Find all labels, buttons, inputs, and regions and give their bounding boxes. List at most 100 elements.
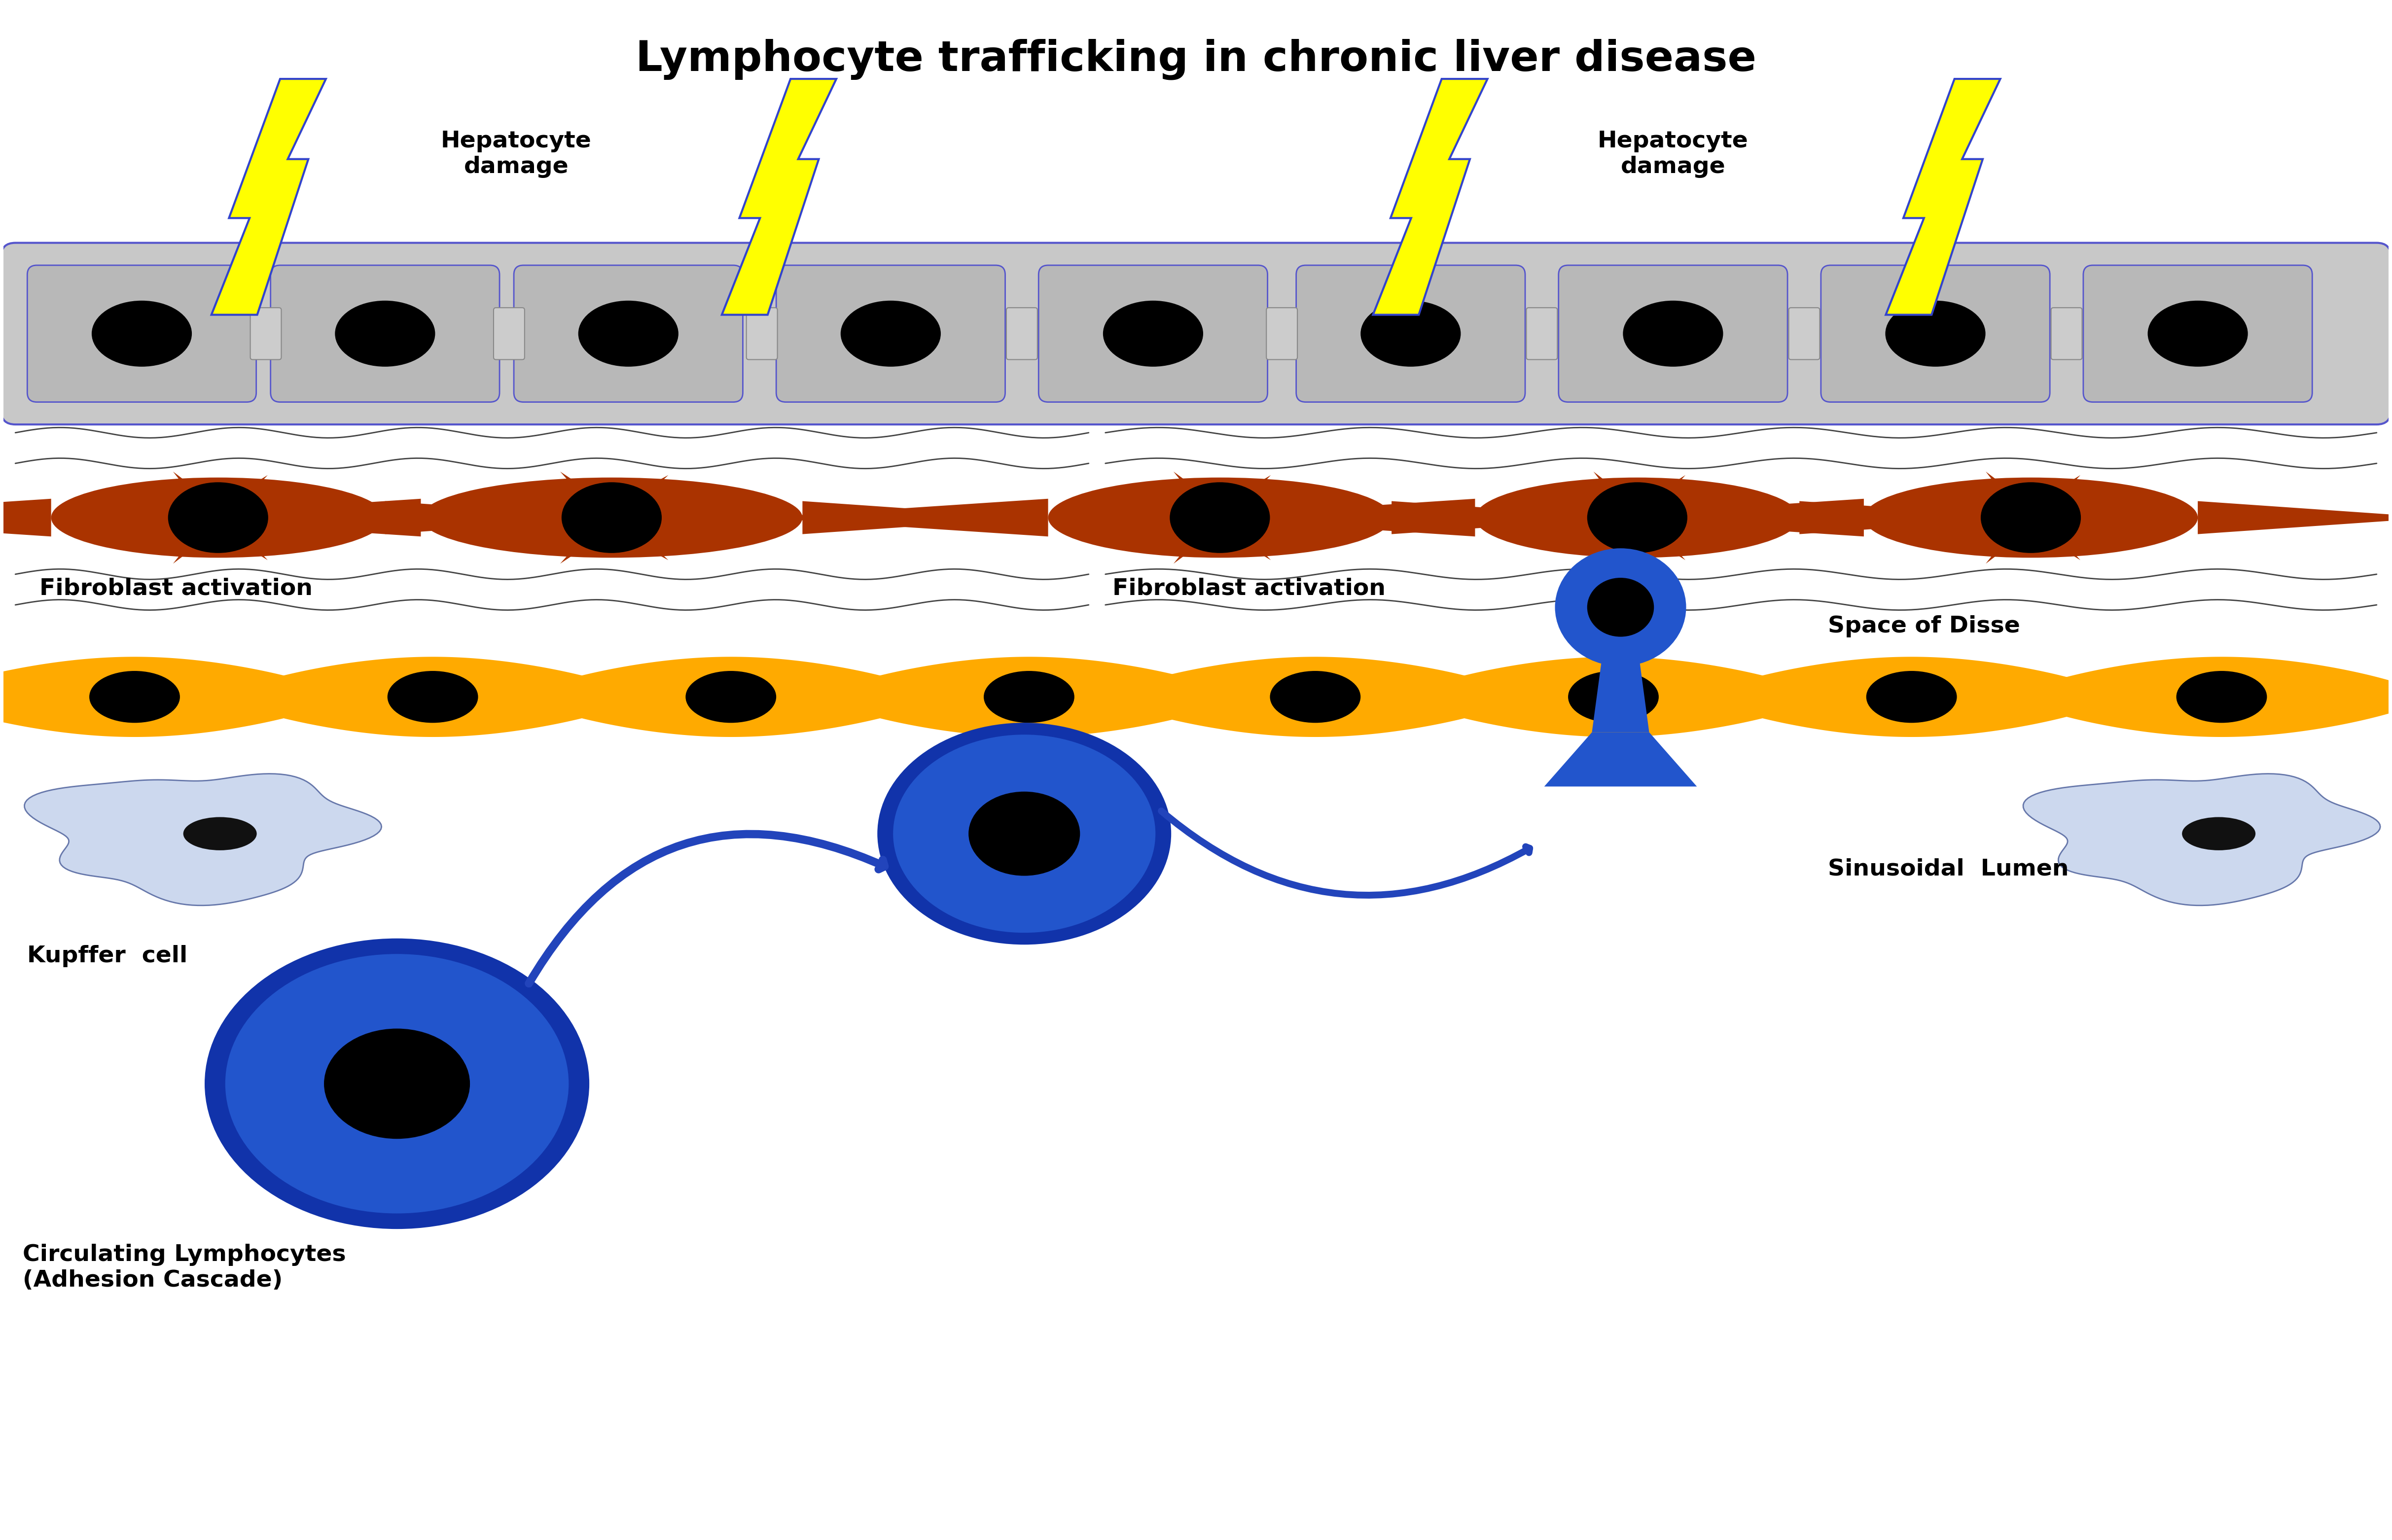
Ellipse shape [983,671,1074,722]
Text: Space of Disse: Space of Disse [1827,614,2021,638]
Ellipse shape [1588,482,1686,553]
Ellipse shape [388,671,478,722]
Ellipse shape [1588,578,1653,636]
Polygon shape [134,499,421,536]
FancyBboxPatch shape [26,265,256,402]
Polygon shape [1404,656,1823,738]
Polygon shape [801,501,1041,534]
Polygon shape [1373,79,1488,314]
Ellipse shape [1361,300,1462,367]
Polygon shape [172,471,218,530]
Ellipse shape [969,792,1081,876]
Ellipse shape [91,300,191,367]
Polygon shape [820,656,1239,738]
Polygon shape [0,499,50,536]
Polygon shape [2031,505,2081,561]
Polygon shape [560,505,612,564]
FancyBboxPatch shape [1526,308,1557,359]
Ellipse shape [1048,477,1392,557]
FancyBboxPatch shape [514,265,744,402]
Ellipse shape [225,953,569,1214]
Polygon shape [172,505,218,564]
Ellipse shape [562,482,663,553]
Ellipse shape [687,671,777,722]
Ellipse shape [1270,671,1361,722]
Text: Circulating Lymphocytes
(Adhesion Cascade): Circulating Lymphocytes (Adhesion Cascad… [22,1244,347,1292]
Polygon shape [1985,471,2031,530]
Polygon shape [612,505,667,561]
Polygon shape [2012,656,2392,738]
Polygon shape [1593,662,1648,732]
Polygon shape [1985,505,2031,564]
Ellipse shape [1170,482,1270,553]
Polygon shape [1636,474,1686,530]
Ellipse shape [1863,477,2198,557]
Ellipse shape [323,1029,469,1140]
Text: Hepatocyte
damage: Hepatocyte damage [440,131,591,179]
FancyBboxPatch shape [1265,308,1296,359]
FancyBboxPatch shape [1820,265,2050,402]
Ellipse shape [1866,671,1957,722]
Text: Fibroblast activation: Fibroblast activation [1112,578,1385,599]
Polygon shape [222,656,643,738]
FancyBboxPatch shape [1038,265,1268,402]
Ellipse shape [206,938,588,1229]
Polygon shape [1885,79,2000,314]
FancyBboxPatch shape [777,265,1005,402]
Polygon shape [763,499,1048,536]
Polygon shape [24,773,380,906]
FancyBboxPatch shape [2050,308,2081,359]
FancyBboxPatch shape [270,265,500,402]
Polygon shape [2024,773,2380,906]
Ellipse shape [167,482,268,553]
Text: Kupffer  cell: Kupffer cell [26,946,187,967]
Polygon shape [1545,732,1696,787]
Polygon shape [218,505,268,561]
Polygon shape [2031,474,2081,530]
Ellipse shape [421,477,801,557]
Polygon shape [1105,656,1526,738]
FancyArrowPatch shape [529,835,885,984]
Ellipse shape [1981,482,2081,553]
Text: Sinusoidal  Lumen: Sinusoidal Lumen [1827,858,2069,881]
Polygon shape [0,656,344,738]
Polygon shape [521,656,940,738]
FancyBboxPatch shape [1296,265,1526,402]
Polygon shape [2198,501,2392,534]
Ellipse shape [1476,477,1799,557]
Ellipse shape [335,300,435,367]
FancyBboxPatch shape [2083,265,2313,402]
Polygon shape [218,474,268,530]
Ellipse shape [1103,300,1203,367]
Polygon shape [1189,499,1476,536]
Polygon shape [1220,474,1270,530]
Ellipse shape [89,671,179,722]
Polygon shape [1220,505,1270,561]
FancyBboxPatch shape [493,308,524,359]
Polygon shape [1174,505,1220,564]
FancyArrowPatch shape [1160,812,1528,895]
Ellipse shape [50,477,385,557]
Polygon shape [385,501,624,534]
Polygon shape [210,79,325,314]
Ellipse shape [2177,671,2268,722]
Ellipse shape [1622,300,1722,367]
FancyBboxPatch shape [251,308,282,359]
Polygon shape [722,79,837,314]
Ellipse shape [2148,300,2248,367]
Polygon shape [1799,501,2038,534]
Polygon shape [612,474,667,530]
Ellipse shape [892,735,1155,933]
Polygon shape [1636,505,1686,561]
Text: Lymphocyte trafficking in chronic liver disease: Lymphocyte trafficking in chronic liver … [636,39,1756,80]
FancyBboxPatch shape [1560,265,1787,402]
Polygon shape [1392,501,1629,534]
Polygon shape [1593,505,1636,564]
Polygon shape [560,471,612,530]
Polygon shape [1174,471,1220,530]
FancyBboxPatch shape [746,308,777,359]
FancyBboxPatch shape [0,243,2392,425]
Ellipse shape [1885,300,1985,367]
Polygon shape [1579,499,1863,536]
FancyBboxPatch shape [1789,308,1820,359]
